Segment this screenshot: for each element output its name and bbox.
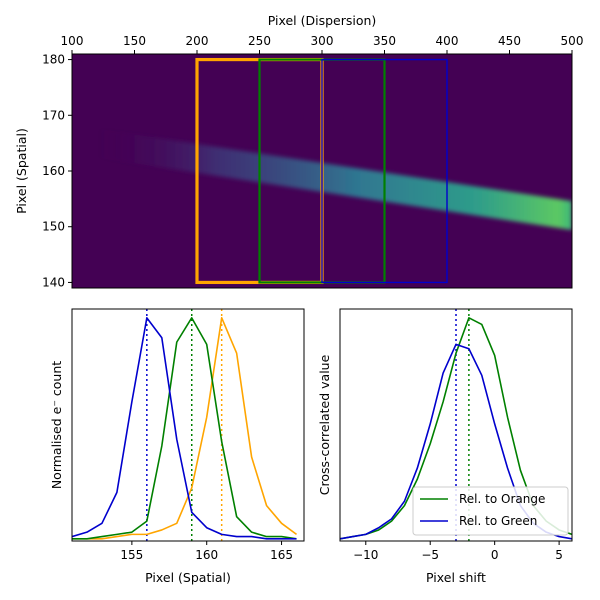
top-x-tick-label: 150 [123, 34, 146, 48]
x-tick-label: −5 [421, 548, 439, 562]
extraction-boxes [195, 57, 448, 285]
top-y-axis-label: Pixel (Spatial) [14, 128, 29, 214]
top-x-tick-label: 200 [186, 34, 209, 48]
x-tick-label: −10 [353, 548, 378, 562]
blue-extraction-box [321, 58, 448, 284]
x-tick-label: 165 [270, 548, 293, 562]
top-panel: 100 150 200 250 300 350 400 450 500 140 150 160 170… [14, 13, 583, 289]
top-x-tick-label: 100 [61, 34, 84, 48]
top-y-tick-label: 180 [42, 53, 65, 67]
legend-box [412, 486, 569, 536]
top-x-ticks: 100 150 200 250 300 350 400 450 500 [61, 34, 584, 54]
legend-label-green-ref: Rel. to Green [459, 514, 537, 528]
top-x-tick-label: 450 [498, 34, 521, 48]
bottom-left-y-axis-label: Normalised e⁻ count [49, 361, 64, 489]
blue-series-line [72, 317, 297, 540]
top-x-tick-label: 250 [248, 34, 271, 48]
top-x-tick-label: 500 [561, 34, 584, 48]
bottom-left-x-ticks: 155 160 165 [120, 541, 293, 562]
profile-lines [72, 317, 297, 540]
spectral-trace [97, 128, 572, 231]
x-tick-label: 0 [491, 548, 499, 562]
legend: Rel. to Orange Rel. to Green [412, 486, 569, 536]
top-y-ticks: 140 150 160 170 180 [42, 53, 72, 289]
top-y-tick-label: 170 [42, 108, 65, 122]
bottom-left-x-axis-label: Pixel (Spatial) [145, 570, 231, 585]
bottom-right-axes-frame [339, 308, 573, 542]
top-x-tick-label: 400 [436, 34, 459, 48]
shift-markers [455, 309, 470, 541]
top-y-tick-label: 150 [42, 220, 65, 234]
top-x-axis-label: Pixel (Dispersion) [268, 13, 377, 28]
bottom-right-x-axis-label: Pixel shift [426, 570, 486, 585]
top-x-tick-label: 350 [373, 34, 396, 48]
bottom-right-y-axis-label: Cross-correlated value [317, 354, 332, 495]
x-tick-label: 155 [120, 548, 143, 562]
top-y-tick-label: 140 [42, 275, 65, 289]
x-tick-label: 160 [195, 548, 218, 562]
top-y-tick-label: 160 [42, 164, 65, 178]
green-series-line [72, 317, 297, 540]
peak-markers [146, 309, 223, 541]
x-tick-label: 5 [555, 548, 563, 562]
bottom-right-x-ticks: −10 −5 0 5 [353, 541, 563, 562]
bottom-left-axes-frame [71, 308, 305, 542]
bottom-right-panel: −10 −5 0 5 Pixel shift Cross-correlated val… [317, 308, 573, 585]
top-x-tick-label: 300 [311, 34, 334, 48]
bottom-left-panel: 155 160 165 Pixel (Spatial) Normalised e⁻ … [49, 308, 305, 585]
orange-series-line [72, 317, 297, 540]
legend-label-orange-ref: Rel. to Orange [459, 492, 545, 506]
